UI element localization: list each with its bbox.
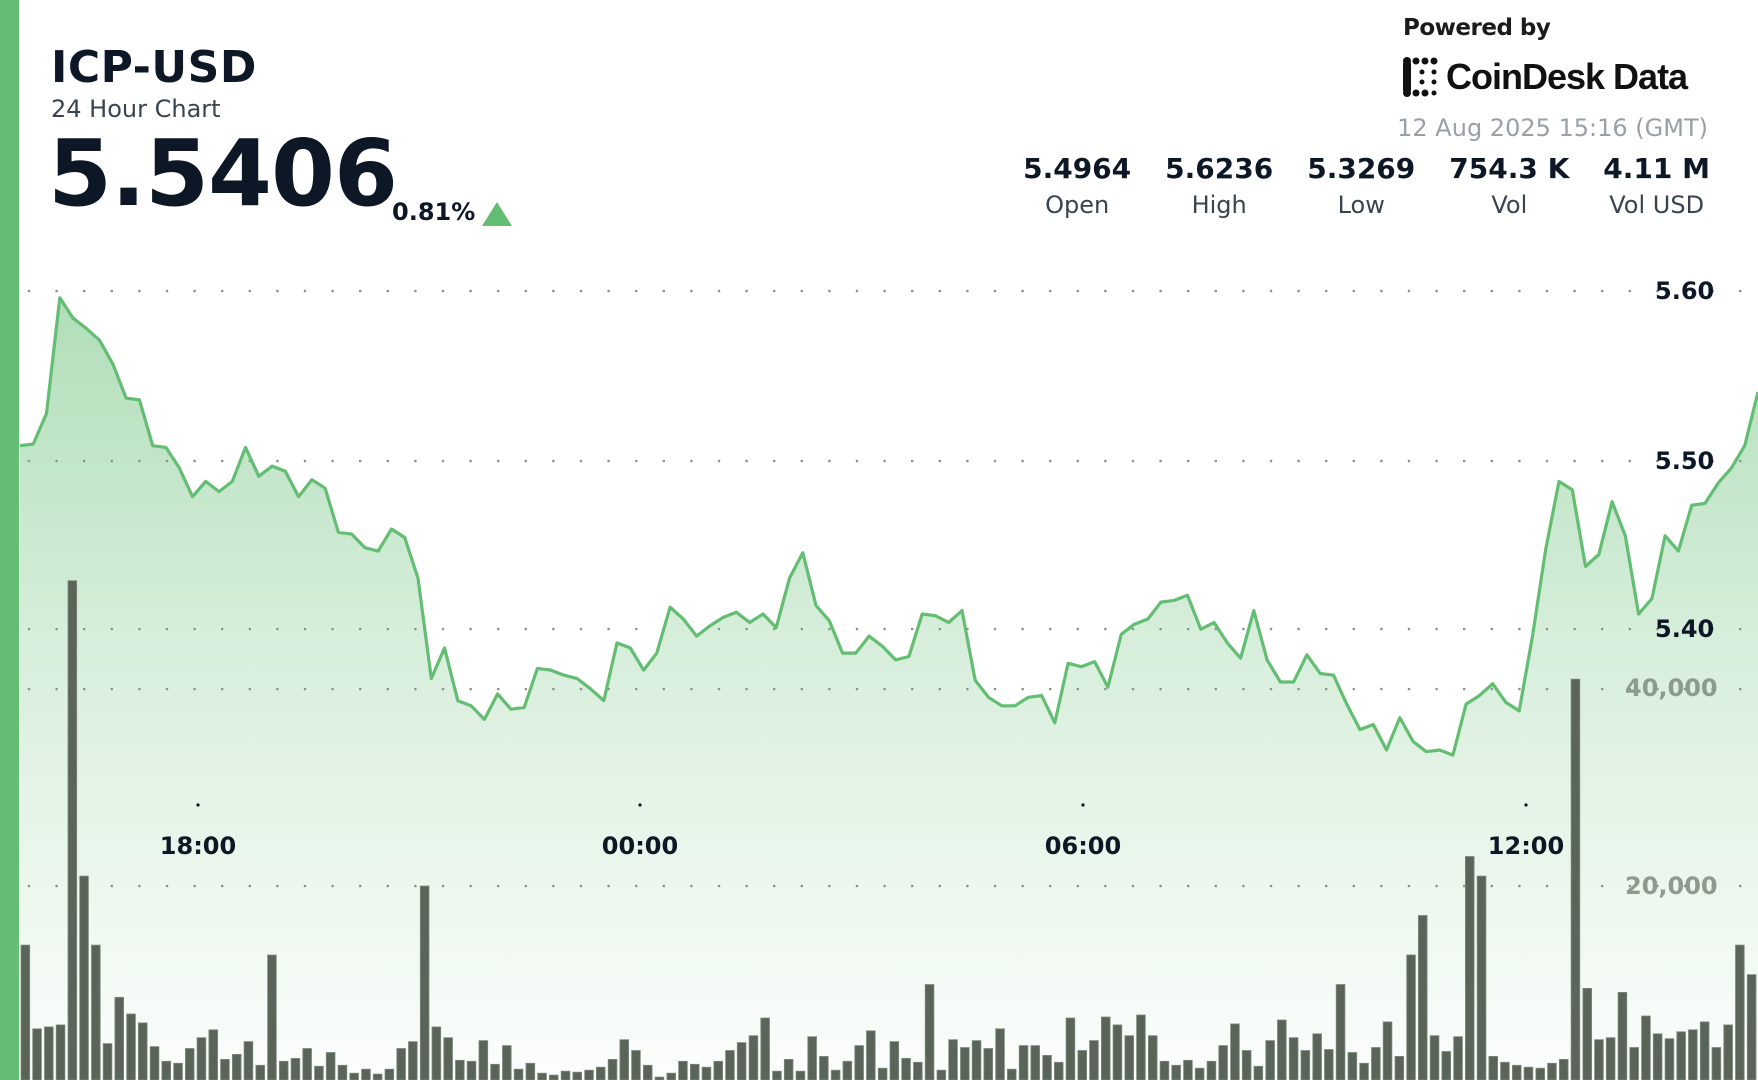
volume-tick-20000: 20,000 bbox=[1625, 872, 1718, 900]
stat-open: 5.4964 Open bbox=[1023, 152, 1131, 219]
time-tick-1200: 12:00 bbox=[1487, 832, 1565, 860]
stats-row: 5.4964 Open 5.6236 High 5.3269 Low 754.3… bbox=[989, 152, 1710, 219]
stat-value: 5.3269 bbox=[1307, 152, 1416, 185]
stat-high: 5.6236 High bbox=[1165, 152, 1273, 219]
coindesk-logo-icon bbox=[1403, 57, 1438, 97]
current-price: 5.5406 bbox=[48, 120, 398, 227]
time-tick-0600: 06:00 bbox=[1044, 832, 1122, 860]
stat-low: 5.3269 Low bbox=[1307, 152, 1415, 219]
stat-value: 5.6236 bbox=[1165, 152, 1274, 185]
price-change: 0.81% bbox=[392, 198, 476, 226]
stat-value: 5.4964 bbox=[1023, 152, 1132, 185]
stat-vol-usd: 4.11 M Vol USD bbox=[1603, 152, 1710, 219]
time-tick-0000: 00:00 bbox=[601, 832, 679, 860]
triangle-up-icon bbox=[482, 202, 512, 226]
price-tick-5-40: 5.40 bbox=[1655, 615, 1715, 643]
pair-title: ICP-USD bbox=[51, 42, 257, 93]
price-tick-5-60: 5.60 bbox=[1655, 277, 1715, 305]
price-line bbox=[19, 296, 1758, 757]
accent-bar bbox=[0, 0, 19, 1080]
time-tick-1800: 18:00 bbox=[159, 832, 237, 860]
time-tick-marks bbox=[196, 803, 1528, 807]
price-area bbox=[20, 297, 1758, 1080]
stat-label: Open bbox=[1045, 191, 1110, 219]
price-tick-5-50: 5.50 bbox=[1655, 447, 1715, 475]
stat-value: 4.11 M bbox=[1603, 152, 1710, 185]
stat-label: Vol bbox=[1491, 191, 1528, 219]
chart-subtitle: 24 Hour Chart bbox=[51, 95, 221, 123]
stat-label: High bbox=[1191, 191, 1247, 219]
volume-bars bbox=[20, 580, 1757, 1080]
timestamp: 12 Aug 2025 15:16 (GMT) bbox=[1397, 114, 1708, 142]
stat-label: Low bbox=[1337, 191, 1385, 219]
brand-name: CoinDesk Data bbox=[1446, 56, 1688, 97]
volume-tick-40000: 40,000 bbox=[1625, 674, 1718, 702]
powered-by-label: Powered by bbox=[1403, 15, 1551, 41]
brand: CoinDesk Data bbox=[1402, 56, 1688, 98]
stat-vol: 754.3 K Vol bbox=[1449, 152, 1569, 219]
stat-value: 754.3 K bbox=[1449, 152, 1570, 185]
stat-label: Vol USD bbox=[1609, 191, 1705, 219]
